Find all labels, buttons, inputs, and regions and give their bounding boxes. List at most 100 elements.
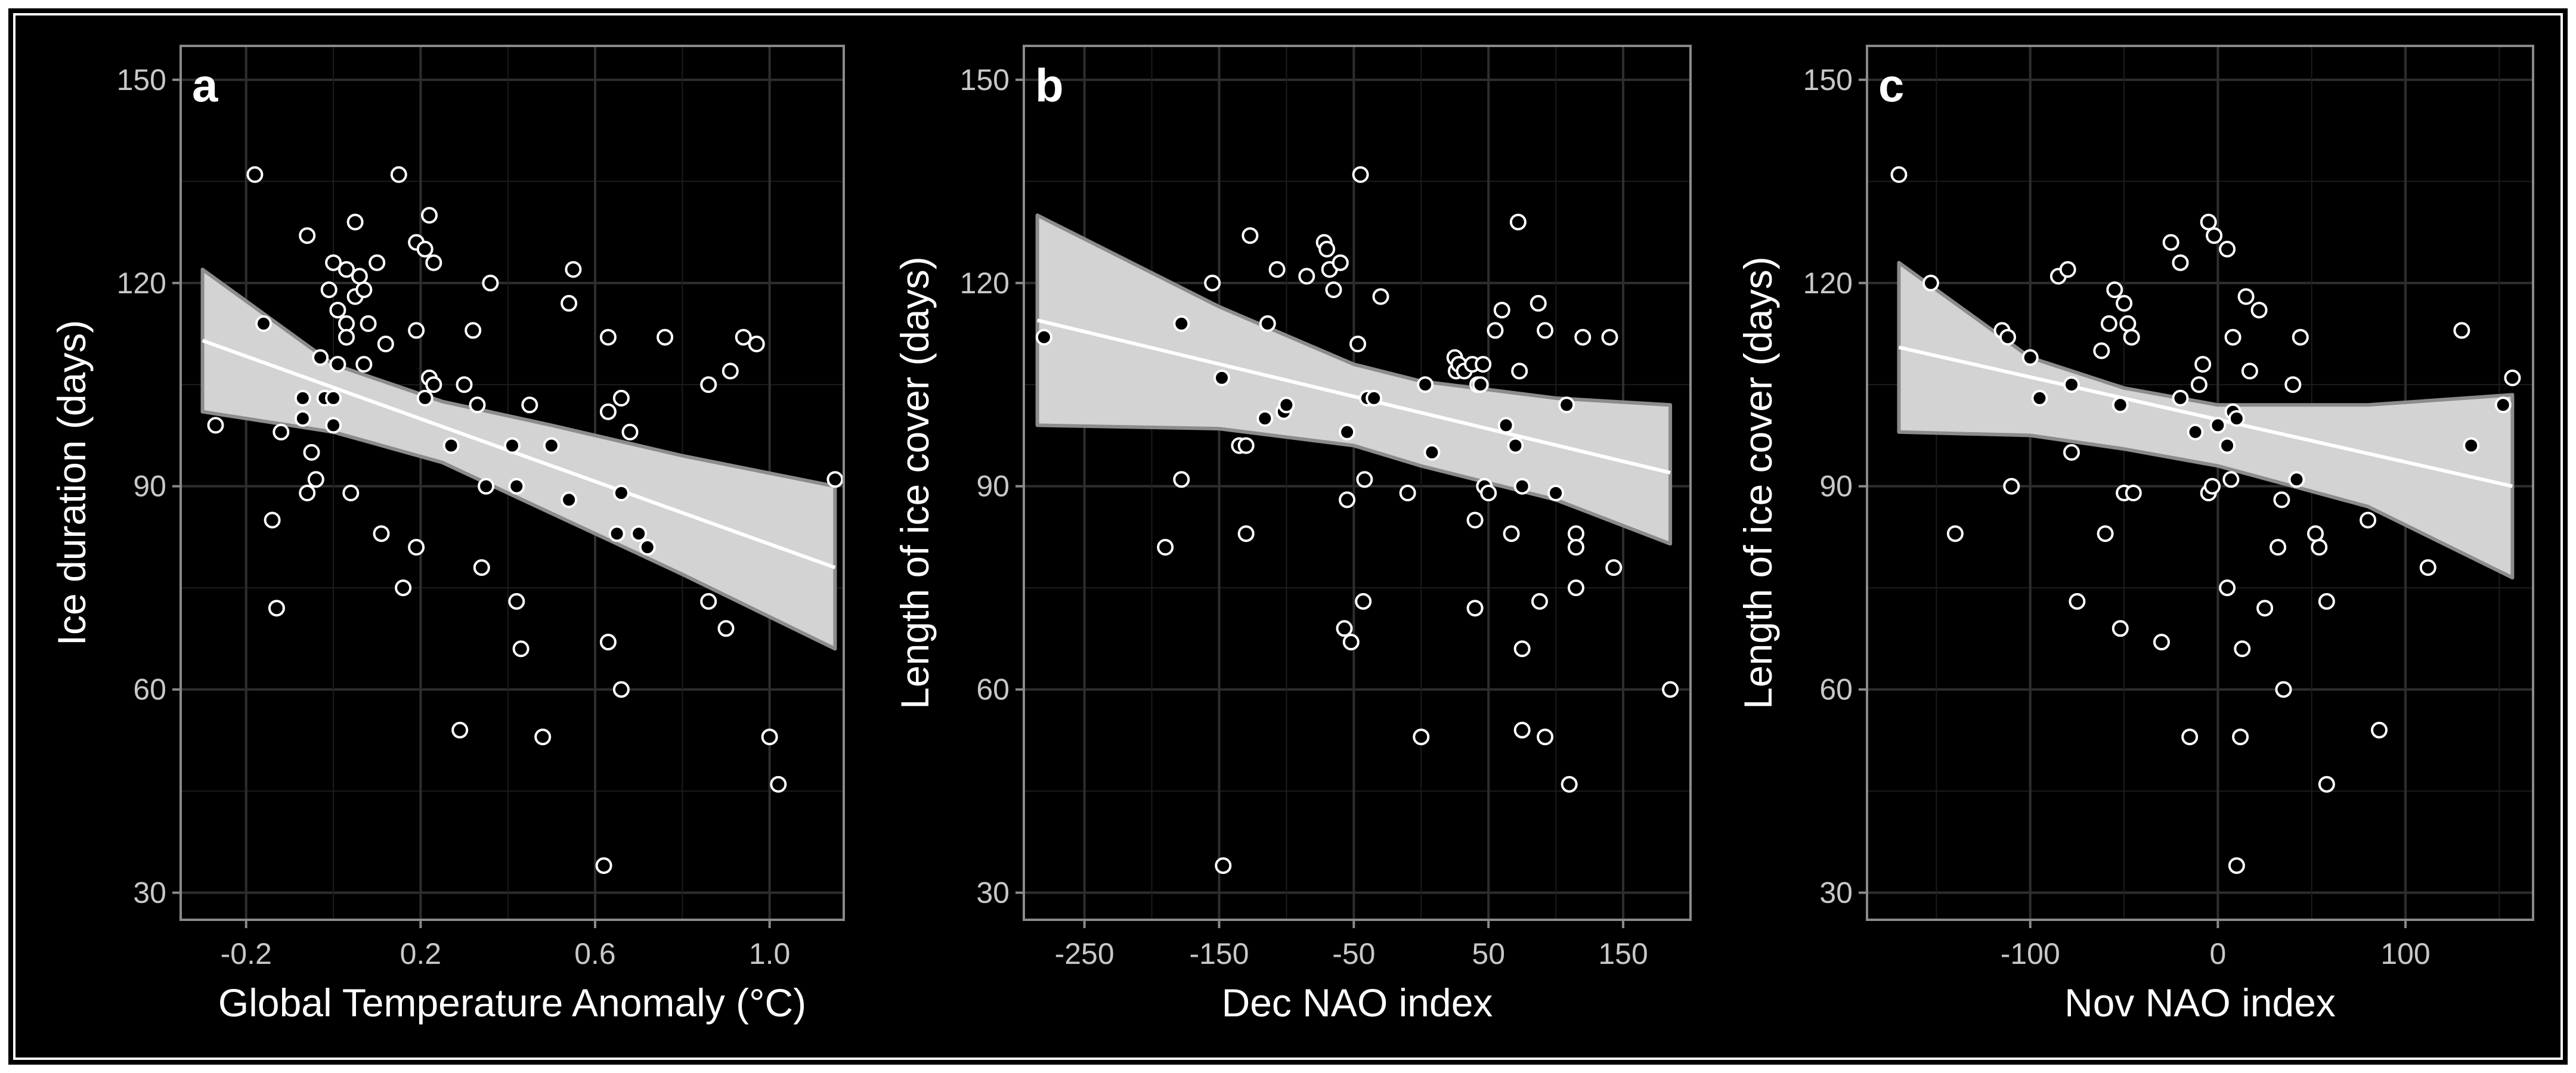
data-point bbox=[612, 681, 630, 698]
data-point bbox=[425, 254, 442, 271]
data-point bbox=[2250, 302, 2268, 319]
data-point bbox=[2069, 593, 2086, 610]
data-point bbox=[1509, 213, 1527, 231]
data-point bbox=[1466, 600, 1484, 617]
data-point bbox=[2021, 349, 2039, 366]
data-point bbox=[2453, 322, 2470, 339]
data-point bbox=[748, 336, 765, 352]
data-point bbox=[1605, 559, 1623, 576]
data-point bbox=[1561, 776, 1578, 793]
x-tick-label: -50 bbox=[1332, 937, 1375, 970]
data-point bbox=[2494, 396, 2512, 414]
data-point bbox=[2318, 776, 2335, 793]
y-tick-label: 150 bbox=[1803, 63, 1853, 97]
data-point bbox=[1946, 525, 1964, 542]
data-point bbox=[2219, 240, 2236, 258]
data-point bbox=[1890, 166, 1908, 183]
data-point bbox=[599, 328, 617, 346]
panel-border bbox=[1023, 45, 1692, 921]
x-tick-label: -150 bbox=[1189, 937, 1249, 970]
x-tick-label: -100 bbox=[2001, 937, 2060, 970]
data-point bbox=[1173, 315, 1190, 332]
data-point bbox=[1472, 376, 1489, 393]
y-tick-label: 120 bbox=[960, 266, 1010, 300]
data-point bbox=[2100, 315, 2117, 332]
data-point bbox=[342, 485, 360, 501]
data-point bbox=[1547, 485, 1565, 501]
data-points bbox=[1890, 166, 2521, 874]
data-point bbox=[2222, 471, 2240, 488]
data-point bbox=[1513, 477, 1531, 495]
data-point bbox=[2111, 620, 2129, 637]
data-point bbox=[207, 417, 224, 434]
y-tick-label: 150 bbox=[960, 63, 1010, 97]
data-point bbox=[1497, 417, 1515, 434]
data-point bbox=[377, 336, 394, 352]
data-point bbox=[717, 620, 735, 637]
data-point bbox=[1173, 471, 1190, 488]
data-point bbox=[1493, 302, 1510, 319]
data-point bbox=[2219, 437, 2236, 454]
data-points bbox=[207, 166, 844, 874]
panel-border bbox=[179, 45, 845, 921]
data-point bbox=[1503, 525, 1520, 542]
data-point bbox=[1237, 437, 1255, 454]
data-point bbox=[2111, 396, 2129, 414]
data-point bbox=[1213, 369, 1230, 386]
data-point bbox=[1601, 328, 1618, 346]
data-point bbox=[543, 437, 560, 454]
data-point bbox=[299, 485, 316, 501]
data-point bbox=[1342, 634, 1360, 651]
data-point bbox=[1355, 593, 1372, 610]
data-point bbox=[2162, 234, 2179, 251]
data-point bbox=[2187, 423, 2204, 441]
data-point bbox=[1417, 376, 1434, 393]
data-point bbox=[1399, 485, 1416, 501]
data-point bbox=[355, 356, 373, 373]
data-point bbox=[478, 477, 495, 495]
data-point bbox=[369, 254, 386, 271]
data-point bbox=[312, 349, 329, 366]
data-point bbox=[2119, 315, 2137, 332]
regression-line bbox=[1036, 318, 1671, 475]
data-point bbox=[700, 593, 717, 610]
data-point bbox=[1423, 444, 1441, 461]
data-point bbox=[657, 328, 674, 346]
data-point bbox=[325, 417, 342, 434]
data-point bbox=[1922, 274, 1939, 291]
data-point bbox=[1241, 227, 1259, 244]
data-point bbox=[2360, 511, 2377, 529]
x-tick-label: -0.2 bbox=[221, 937, 272, 970]
data-point bbox=[2273, 491, 2290, 508]
data-point bbox=[373, 525, 390, 542]
data-point bbox=[770, 776, 787, 793]
data-point bbox=[1332, 254, 1349, 271]
data-point bbox=[2275, 681, 2292, 698]
data-point bbox=[1568, 539, 1584, 556]
data-point bbox=[320, 281, 338, 299]
data-point bbox=[1366, 389, 1383, 407]
y-tick-label: 90 bbox=[1819, 470, 1853, 503]
y-axis-title: Length of ice cover (days) bbox=[893, 256, 937, 709]
data-point bbox=[473, 559, 490, 576]
data-point bbox=[1215, 857, 1232, 874]
data-point bbox=[1035, 328, 1052, 346]
data-point bbox=[1568, 525, 1584, 542]
data-point bbox=[338, 328, 355, 346]
data-point bbox=[700, 376, 717, 393]
data-point bbox=[1480, 485, 1497, 501]
x-tick-label: 100 bbox=[2380, 937, 2430, 970]
data-point bbox=[303, 444, 320, 461]
data-point bbox=[612, 389, 630, 407]
data-point bbox=[735, 328, 752, 346]
grid-lines bbox=[1867, 46, 2533, 920]
data-point bbox=[351, 268, 368, 285]
data-point bbox=[639, 539, 656, 556]
data-point bbox=[1356, 471, 1373, 488]
data-point bbox=[2003, 477, 2020, 495]
data-point bbox=[469, 396, 486, 414]
data-point bbox=[2224, 328, 2241, 346]
data-point bbox=[338, 315, 355, 332]
data-point bbox=[2106, 281, 2123, 299]
x-tick-label: -250 bbox=[1055, 937, 1114, 970]
